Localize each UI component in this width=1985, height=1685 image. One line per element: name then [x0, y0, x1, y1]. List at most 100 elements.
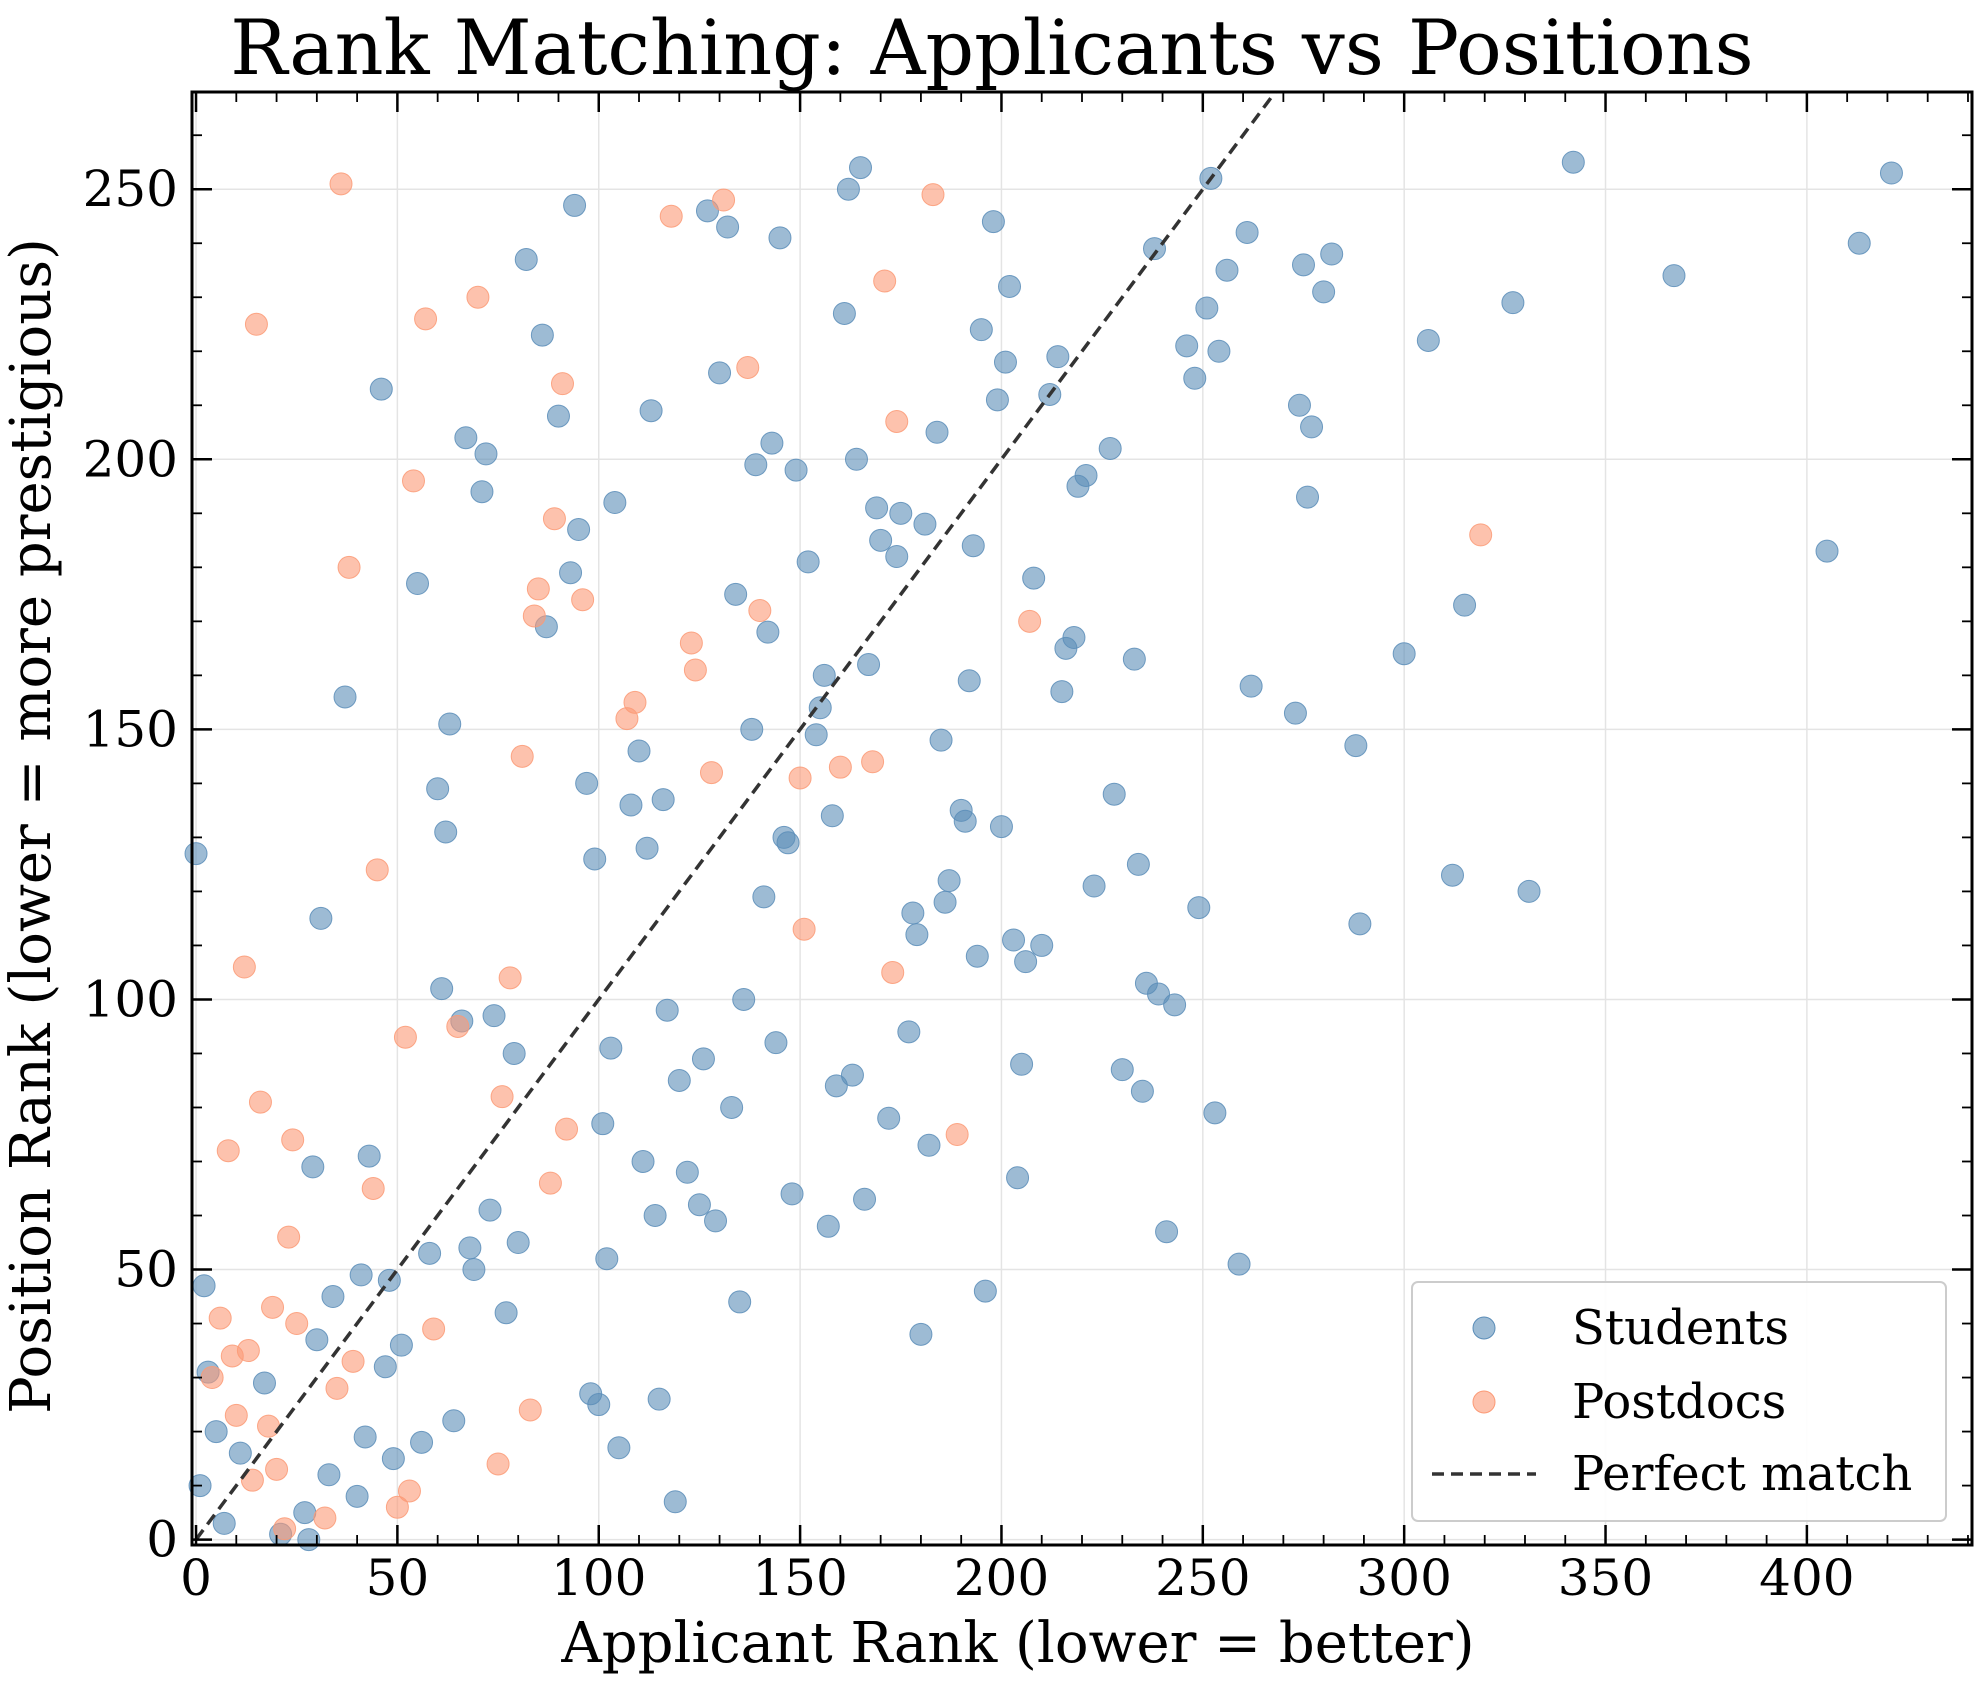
point-students — [1014, 950, 1038, 974]
point-postdocs — [828, 755, 852, 779]
point-students — [1102, 782, 1126, 806]
point-students — [724, 582, 748, 606]
point-students — [345, 1484, 369, 1508]
point-students — [844, 447, 868, 471]
x-tick-label: 400 — [1759, 1549, 1854, 1607]
point-postdocs — [273, 1517, 297, 1541]
point-students — [728, 1290, 752, 1314]
point-students — [1006, 1166, 1030, 1190]
point-students — [1062, 626, 1086, 650]
point-postdocs — [921, 183, 945, 207]
x-tick-label: 200 — [954, 1549, 1049, 1607]
point-students — [764, 1031, 788, 1055]
point-students — [973, 1279, 997, 1303]
point-students — [430, 977, 454, 1001]
x-tick-label: 300 — [1356, 1549, 1451, 1607]
point-students — [1163, 993, 1187, 1017]
point-students — [1155, 1220, 1179, 1244]
point-students — [989, 815, 1013, 839]
point-students — [1002, 928, 1026, 952]
y-tick-label: 150 — [83, 700, 178, 758]
point-students — [559, 561, 583, 585]
point-postdocs — [393, 1025, 417, 1049]
point-postdocs — [542, 507, 566, 531]
reference-line-group — [194, 90, 1277, 1541]
point-students — [933, 890, 957, 914]
point-students — [1344, 734, 1368, 758]
point-students — [836, 177, 860, 201]
point-students — [804, 723, 828, 747]
point-students — [1453, 593, 1477, 617]
point-postdocs — [285, 1312, 309, 1336]
axis-ticks: 0 50 100 150 200 250 300 350 400 0 50 100 150 200 250 — [83, 92, 1972, 1607]
point-students — [293, 1501, 317, 1525]
point-students — [619, 793, 643, 817]
point-students — [901, 901, 925, 925]
point-students — [695, 199, 719, 223]
point-students — [406, 572, 430, 596]
point-students — [643, 1204, 667, 1228]
point-students — [877, 1106, 901, 1130]
point-students — [708, 361, 732, 385]
point-students — [1561, 150, 1585, 174]
point-students — [1300, 415, 1324, 439]
point-students — [228, 1441, 252, 1465]
point-students — [925, 420, 949, 444]
point-students — [1348, 912, 1372, 936]
point-students — [333, 685, 357, 709]
point-students — [631, 1149, 655, 1173]
point-students — [857, 653, 881, 677]
point-students — [1416, 328, 1440, 352]
y-tick-label: 50 — [114, 1241, 178, 1299]
point-students — [1815, 539, 1839, 563]
x-tick-label: 350 — [1558, 1549, 1653, 1607]
point-postdocs — [522, 604, 546, 628]
legend-label-postdocs: Postdocs — [1572, 1374, 1786, 1430]
point-postdocs — [313, 1506, 337, 1530]
point-students — [917, 1133, 941, 1157]
point-students — [1183, 366, 1207, 390]
point-students — [756, 620, 780, 644]
point-students — [853, 1187, 877, 1211]
point-students — [865, 496, 889, 520]
point-students — [1130, 1079, 1154, 1103]
point-students — [474, 442, 498, 466]
point-students — [1235, 220, 1259, 244]
point-postdocs — [712, 188, 736, 212]
point-students — [744, 453, 768, 477]
point-postdocs — [526, 577, 550, 601]
point-students — [691, 1047, 715, 1071]
point-students — [1050, 680, 1074, 704]
point-students — [381, 1447, 405, 1471]
point-students — [1517, 879, 1541, 903]
point-postdocs — [240, 1468, 264, 1492]
point-students — [1142, 237, 1166, 261]
point-students — [808, 696, 832, 720]
y-tick-label: 0 — [146, 1511, 178, 1569]
point-students — [1046, 345, 1070, 369]
point-postdocs — [861, 750, 885, 774]
point-postdocs — [257, 1414, 281, 1438]
point-students — [1074, 464, 1098, 488]
point-postdocs — [490, 1085, 514, 1109]
x-tick-label: 250 — [1155, 1549, 1250, 1607]
point-postdocs — [248, 1090, 272, 1114]
point-students — [981, 210, 1005, 234]
legend-label-perfect-match: Perfect match — [1572, 1446, 1912, 1502]
point-students — [953, 809, 977, 833]
y-tick-label: 200 — [83, 430, 178, 488]
legend-box — [1411, 1281, 1947, 1522]
point-students — [704, 1209, 728, 1233]
point-postdocs — [885, 409, 909, 433]
point-students — [1662, 264, 1686, 288]
point-students — [1239, 674, 1263, 698]
point-postdocs — [414, 307, 438, 331]
point-students — [1082, 874, 1106, 898]
x-tick-label: 100 — [551, 1549, 646, 1607]
point-postdocs — [208, 1306, 232, 1330]
point-postdocs — [881, 960, 905, 984]
point-students — [740, 717, 764, 741]
point-students — [824, 1074, 848, 1098]
point-students — [776, 831, 800, 855]
point-postdocs — [446, 1014, 470, 1038]
